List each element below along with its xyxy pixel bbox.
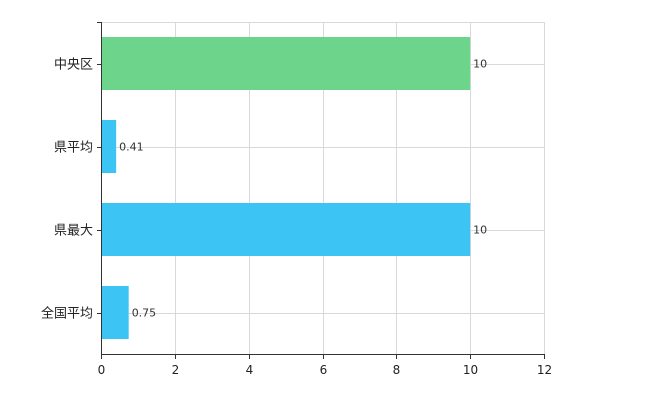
x-tick-label-4: 8 — [393, 363, 401, 377]
category-label-1: 県平均 — [54, 141, 93, 156]
value-label-2: 10 — [473, 224, 487, 237]
value-label-1: 0.41 — [119, 141, 144, 154]
x-tick-label-6: 12 — [537, 363, 552, 377]
bar-1 — [102, 120, 117, 173]
category-label-2: 県最大 — [54, 224, 93, 239]
category-label-3: 全国平均 — [41, 306, 93, 322]
x-tick-label-5: 10 — [463, 363, 478, 377]
bar-3 — [102, 286, 129, 339]
x-tick-label-1: 2 — [172, 363, 180, 377]
x-tick-label-0: 0 — [98, 363, 106, 377]
labels: 10 中央区 0.41 県平均 10 県最大 0.75 全国平均 0 2 4 6 8 10 12 — [41, 58, 552, 378]
bar-0 — [102, 37, 471, 90]
x-tick-label-2: 4 — [246, 363, 254, 377]
axes — [97, 22, 545, 359]
value-label-0: 10 — [473, 58, 487, 71]
category-label-0: 中央区 — [54, 58, 93, 73]
value-label-3: 0.75 — [132, 307, 157, 320]
bar-2 — [102, 203, 471, 256]
x-tick-label-3: 6 — [320, 363, 328, 377]
bars — [102, 37, 471, 339]
